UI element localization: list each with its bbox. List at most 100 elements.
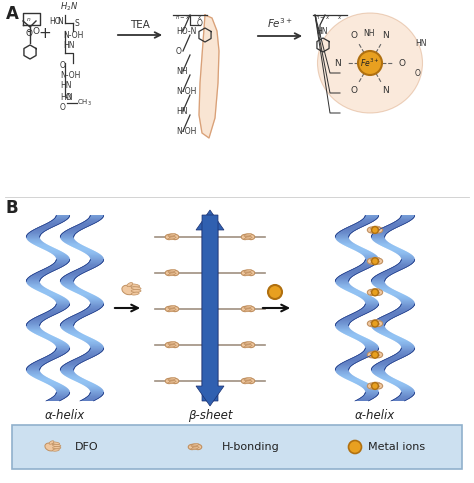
Text: B: B: [6, 199, 18, 217]
Text: O: O: [350, 31, 357, 40]
Ellipse shape: [367, 383, 376, 389]
Text: N: N: [335, 58, 341, 68]
Ellipse shape: [370, 325, 378, 327]
Ellipse shape: [131, 284, 140, 287]
Ellipse shape: [370, 384, 378, 385]
Text: -N: -N: [65, 93, 73, 101]
Text: N: N: [57, 16, 63, 26]
Ellipse shape: [370, 259, 378, 261]
Circle shape: [358, 51, 382, 75]
Ellipse shape: [169, 237, 176, 238]
Ellipse shape: [169, 344, 176, 346]
Text: $Fe^{3+}$: $Fe^{3+}$: [267, 16, 293, 30]
Ellipse shape: [247, 270, 255, 276]
Text: N: N: [383, 31, 389, 40]
Text: β-sheet: β-sheet: [188, 409, 232, 422]
Ellipse shape: [169, 378, 176, 379]
Ellipse shape: [367, 352, 376, 358]
Text: O: O: [415, 69, 421, 77]
Ellipse shape: [168, 343, 174, 345]
Text: CH$_3$: CH$_3$: [77, 98, 92, 108]
Ellipse shape: [241, 234, 249, 240]
Ellipse shape: [367, 321, 376, 327]
Ellipse shape: [191, 445, 198, 447]
Ellipse shape: [370, 290, 378, 292]
Ellipse shape: [244, 238, 251, 240]
Ellipse shape: [169, 306, 176, 307]
Ellipse shape: [241, 270, 249, 276]
Ellipse shape: [168, 274, 174, 276]
Text: $H_2N$: $H_2N$: [60, 0, 78, 13]
Ellipse shape: [244, 379, 251, 381]
Ellipse shape: [374, 352, 383, 358]
Ellipse shape: [244, 235, 251, 237]
Ellipse shape: [247, 306, 255, 312]
Text: NH: NH: [176, 67, 188, 75]
Ellipse shape: [372, 385, 380, 387]
Text: Metal ions: Metal ions: [368, 442, 425, 452]
Text: HN: HN: [63, 41, 74, 49]
Ellipse shape: [188, 444, 196, 450]
Polygon shape: [196, 210, 224, 401]
Text: $Fe^{3+}$: $Fe^{3+}$: [360, 57, 380, 69]
Ellipse shape: [171, 306, 179, 312]
Ellipse shape: [168, 379, 174, 381]
Ellipse shape: [165, 234, 173, 240]
Ellipse shape: [244, 274, 251, 276]
Ellipse shape: [372, 323, 380, 325]
Text: N-OH: N-OH: [176, 127, 196, 136]
FancyBboxPatch shape: [12, 425, 462, 469]
Ellipse shape: [370, 387, 378, 389]
Ellipse shape: [194, 444, 202, 450]
Ellipse shape: [372, 382, 380, 384]
Text: O: O: [399, 58, 405, 68]
Ellipse shape: [165, 270, 173, 276]
Ellipse shape: [241, 306, 249, 312]
Ellipse shape: [169, 381, 176, 382]
Ellipse shape: [372, 351, 380, 353]
Ellipse shape: [374, 289, 383, 296]
Ellipse shape: [247, 378, 255, 384]
Text: S: S: [75, 18, 80, 28]
Polygon shape: [199, 15, 219, 138]
Ellipse shape: [165, 342, 173, 348]
Ellipse shape: [374, 383, 383, 389]
Ellipse shape: [191, 448, 198, 450]
Ellipse shape: [192, 447, 199, 448]
Ellipse shape: [374, 227, 383, 233]
Ellipse shape: [374, 258, 383, 264]
Ellipse shape: [372, 320, 380, 322]
Text: DFO: DFO: [75, 442, 99, 452]
Ellipse shape: [246, 237, 252, 238]
Ellipse shape: [367, 227, 376, 233]
Ellipse shape: [246, 272, 252, 274]
Ellipse shape: [168, 307, 174, 309]
Text: HO: HO: [49, 16, 61, 26]
Ellipse shape: [372, 229, 380, 231]
Ellipse shape: [131, 289, 141, 292]
Text: O: O: [176, 46, 182, 56]
Text: HN: HN: [316, 27, 328, 35]
Ellipse shape: [127, 283, 133, 287]
Text: O: O: [60, 102, 66, 112]
Text: A: A: [6, 5, 19, 23]
Ellipse shape: [131, 292, 139, 295]
Ellipse shape: [168, 310, 174, 312]
Ellipse shape: [168, 271, 174, 273]
Text: O: O: [350, 86, 357, 95]
Polygon shape: [196, 215, 224, 406]
Ellipse shape: [372, 226, 380, 228]
Ellipse shape: [246, 234, 252, 235]
Circle shape: [348, 440, 362, 454]
Ellipse shape: [122, 285, 134, 295]
Ellipse shape: [169, 272, 176, 274]
Ellipse shape: [372, 292, 380, 294]
Ellipse shape: [318, 13, 422, 113]
Ellipse shape: [52, 442, 60, 444]
Ellipse shape: [367, 258, 376, 264]
Circle shape: [372, 352, 378, 358]
Text: O: O: [197, 18, 203, 28]
Text: α-helix: α-helix: [355, 409, 395, 422]
Text: N-OH: N-OH: [176, 86, 196, 96]
Ellipse shape: [370, 353, 378, 355]
